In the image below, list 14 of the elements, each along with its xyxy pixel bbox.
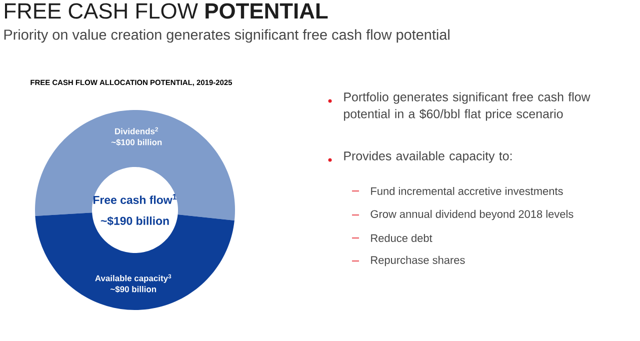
chart-title: FREE CASH FLOW POTENTIAL xyxy=(5,3,328,19)
text: Repurchase shares xyxy=(371,256,465,266)
text: Free cash flow$^{1}$ xyxy=(93,194,177,204)
text: Grow annual dividend beyond 2018 levels xyxy=(370,210,574,220)
data-label: ~$90 billion xyxy=(110,286,156,293)
text: Portfolio generates significant free cash flow potential in a $60/bbl flat price scenario xyxy=(344,92,590,121)
text: Provides available capacity to: xyxy=(344,151,512,163)
slice-label: Dividends$^{2}$ xyxy=(115,127,158,134)
slice-label: Available capacity$^{3}$ xyxy=(95,274,172,283)
text: ~$190 billion xyxy=(100,216,169,226)
text: Fund incremental accretive investments xyxy=(371,186,563,196)
text: Reduce debt xyxy=(371,234,432,242)
data-label: ~$100 billion xyxy=(111,138,162,146)
chart-subtitle: Priority on value creation generates significant free cash flow potential xyxy=(4,29,450,43)
